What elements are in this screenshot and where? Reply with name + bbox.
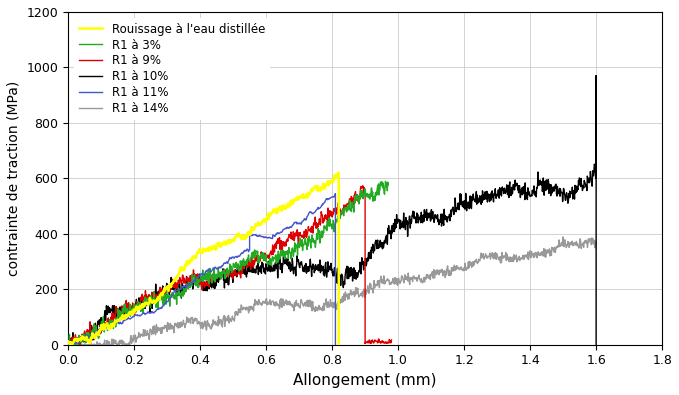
R1 à 10%: [452, 204, 460, 209]
R1 à 14%: [90, 342, 98, 346]
R1 à 10%: [440, 223, 448, 228]
R1 à 9%: [385, 337, 393, 342]
Line: R1 à 14%: R1 à 14%: [68, 237, 596, 345]
R1 à 3%: [382, 179, 390, 184]
R1 à 10%: [65, 342, 73, 347]
R1 à 14%: [572, 239, 581, 244]
R1 à 11%: [189, 279, 197, 284]
R1 à 3%: [384, 182, 392, 187]
Rouissage à l'eau distillée: [334, 170, 342, 175]
Rouissage à l'eau distillée: [66, 342, 74, 347]
R1 à 14%: [559, 235, 567, 239]
R1 à 9%: [388, 338, 396, 342]
R1 à 11%: [64, 342, 72, 347]
Rouissage à l'eau distillée: [204, 246, 213, 250]
Line: R1 à 3%: R1 à 3%: [68, 181, 388, 345]
R1 à 9%: [295, 235, 303, 240]
R1 à 14%: [65, 342, 73, 347]
R1 à 10%: [345, 267, 353, 271]
R1 à 9%: [359, 183, 367, 188]
Rouissage à l'eau distillée: [219, 241, 227, 245]
Rouissage à l'eau distillée: [64, 339, 72, 344]
R1 à 11%: [331, 342, 340, 347]
R1 à 14%: [64, 340, 72, 345]
R1 à 10%: [120, 302, 128, 307]
R1 à 14%: [471, 259, 479, 264]
Rouissage à l'eau distillée: [278, 203, 287, 208]
R1 à 3%: [64, 342, 72, 347]
Line: Rouissage à l'eau distillée: Rouissage à l'eau distillée: [68, 173, 339, 345]
Rouissage à l'eau distillée: [150, 299, 158, 304]
R1 à 3%: [274, 249, 282, 254]
Rouissage à l'eau distillée: [335, 342, 343, 347]
Rouissage à l'eau distillée: [250, 227, 258, 231]
R1 à 9%: [104, 319, 112, 324]
R1 à 14%: [592, 241, 600, 246]
R1 à 14%: [198, 320, 206, 325]
X-axis label: Allongement (mm): Allongement (mm): [293, 373, 437, 388]
R1 à 9%: [356, 192, 364, 196]
R1 à 9%: [64, 342, 72, 347]
Y-axis label: contrainte de traction (MPa): contrainte de traction (MPa): [7, 81, 21, 276]
R1 à 11%: [135, 313, 143, 318]
R1 à 10%: [261, 265, 269, 270]
Line: R1 à 9%: R1 à 9%: [68, 186, 392, 345]
Line: R1 à 11%: R1 à 11%: [68, 194, 335, 345]
R1 à 3%: [352, 196, 361, 201]
Line: R1 à 10%: R1 à 10%: [68, 76, 596, 345]
R1 à 3%: [313, 232, 321, 237]
R1 à 3%: [154, 297, 162, 302]
R1 à 10%: [592, 73, 600, 78]
R1 à 11%: [268, 236, 276, 241]
Rouissage à l'eau distillée: [310, 185, 318, 190]
R1 à 9%: [298, 233, 306, 237]
R1 à 3%: [143, 297, 151, 301]
R1 à 10%: [592, 342, 600, 347]
R1 à 11%: [105, 324, 113, 329]
R1 à 9%: [201, 282, 209, 287]
R1 à 11%: [75, 338, 84, 342]
R1 à 14%: [283, 303, 291, 307]
R1 à 10%: [490, 199, 498, 204]
R1 à 14%: [105, 339, 113, 344]
R1 à 3%: [165, 294, 173, 299]
R1 à 11%: [331, 191, 340, 196]
Legend: Rouissage à l'eau distillée, R1 à 3%, R1 à 9%, R1 à 10%, R1 à 11%, R1 à 14%: Rouissage à l'eau distillée, R1 à 3%, R1…: [74, 18, 270, 120]
R1 à 10%: [64, 339, 72, 343]
R1 à 11%: [113, 318, 121, 323]
